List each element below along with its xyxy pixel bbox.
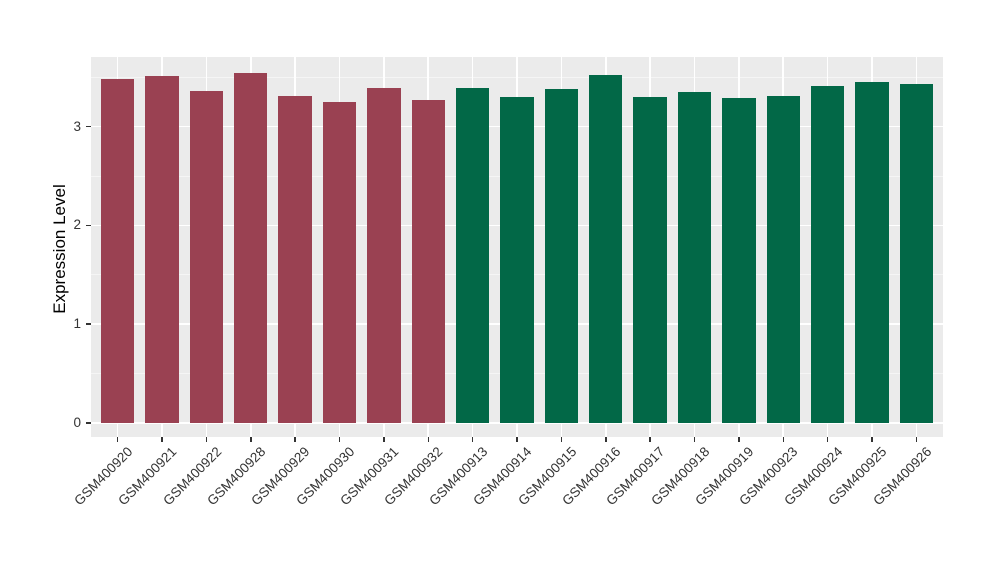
bar-GSM400921 <box>145 76 179 423</box>
y-tick-mark <box>85 422 91 424</box>
x-tick-mark <box>782 437 784 442</box>
bar-GSM400916 <box>589 75 623 423</box>
y-tick-label: 0 <box>73 415 81 430</box>
bar-GSM400918 <box>677 92 712 423</box>
x-tick-mark <box>161 437 163 442</box>
x-tick-mark <box>427 437 429 442</box>
bar-GSM400915 <box>544 89 579 423</box>
x-tick-mark <box>516 437 518 442</box>
y-tick-label: 2 <box>73 217 81 233</box>
bar-GSM400913 <box>455 88 490 423</box>
y-tick-label: 3 <box>73 118 81 134</box>
bar-GSM400931 <box>367 88 401 423</box>
x-tick-mark <box>915 437 918 442</box>
bar-GSM400928 <box>234 73 268 423</box>
x-tick-mark <box>693 437 696 442</box>
bar-GSM400917 <box>633 96 667 423</box>
bar-layer <box>91 57 943 437</box>
bar-GSM400925 <box>855 82 889 423</box>
x-tick-mark <box>338 437 341 442</box>
x-tick-mark <box>560 437 563 442</box>
bar-GSM400919 <box>722 97 756 423</box>
bar-GSM400920 <box>100 79 135 423</box>
x-tick-mark <box>383 437 385 442</box>
bar-GSM400929 <box>278 95 312 423</box>
x-tick-mark <box>826 437 829 442</box>
plot-panel <box>91 57 943 437</box>
y-tick-mark <box>85 323 91 325</box>
y-tick-label: 1 <box>73 316 81 332</box>
x-tick-mark <box>471 437 474 442</box>
bar-GSM400923 <box>766 95 800 423</box>
x-tick-mark <box>250 437 252 442</box>
x-tick-mark <box>294 437 296 442</box>
x-tick-mark <box>605 437 607 442</box>
x-tick-mark <box>871 437 873 442</box>
x-tick-mark <box>738 437 740 442</box>
y-tick-mark <box>85 224 91 227</box>
y-tick-mark <box>85 125 91 128</box>
bar-GSM400924 <box>810 86 845 423</box>
bar-GSM400914 <box>500 96 534 423</box>
x-tick-mark <box>649 437 651 442</box>
x-tick-mark <box>116 437 119 442</box>
bar-GSM400930 <box>322 101 357 423</box>
bar-GSM400932 <box>411 99 445 423</box>
bar-GSM400926 <box>899 84 934 423</box>
bar-GSM400922 <box>189 91 224 423</box>
x-tick-mark <box>205 437 208 442</box>
